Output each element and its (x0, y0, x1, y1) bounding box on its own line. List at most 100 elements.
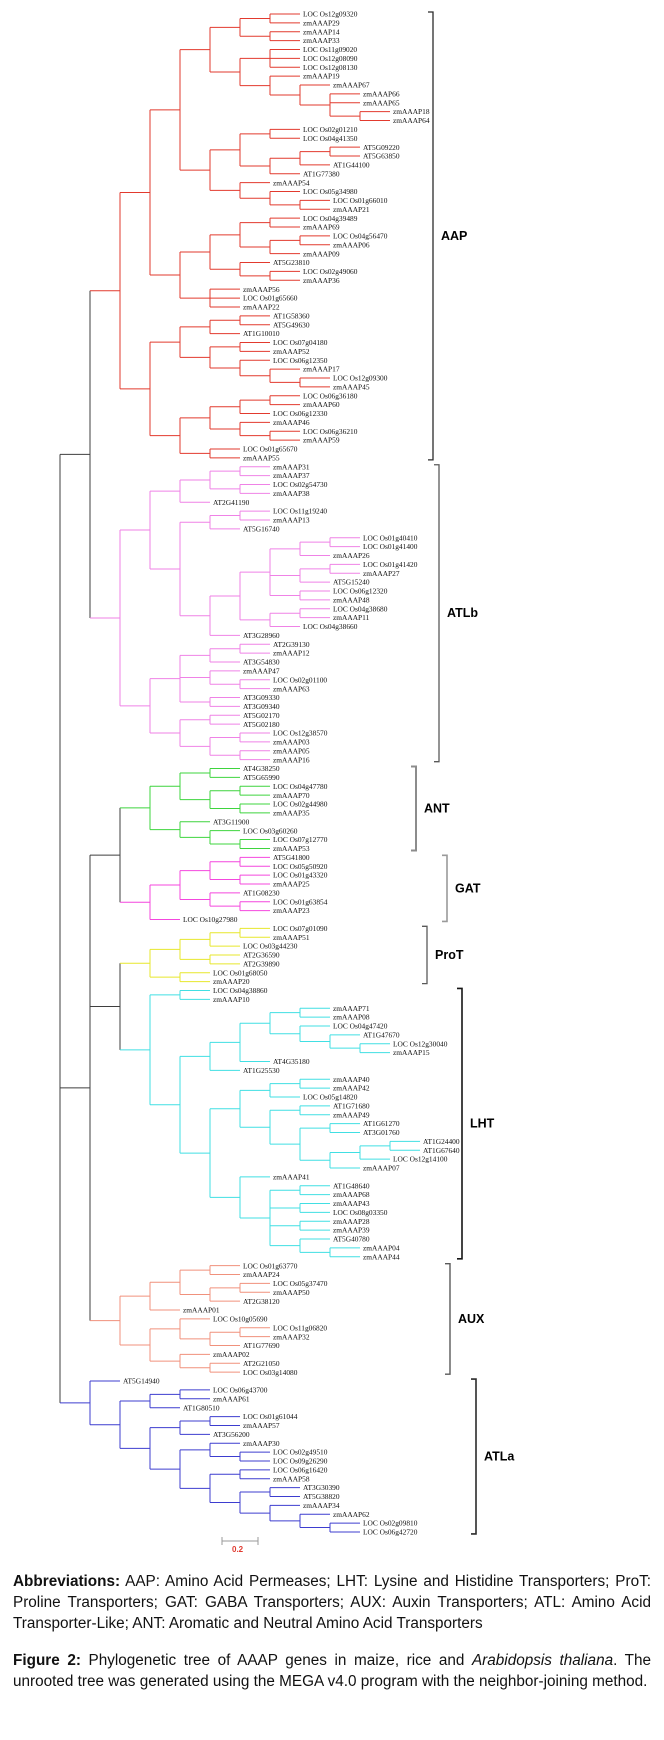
figure-text-italic: Arabidopsis thaliana (471, 1652, 614, 1670)
leaf-label: zmAAAP32 (273, 1332, 310, 1341)
leaf-label: zmAAAP29 (303, 18, 340, 27)
leaf-label: LOC Os11g19240 (273, 507, 327, 516)
leaf-label: LOC Os04g47420 (333, 1022, 388, 1031)
leaf-label: zmAAAP55 (243, 453, 280, 462)
leaf-label: zmAAAP27 (363, 569, 400, 578)
leaf-label: zmAAAP24 (243, 1270, 280, 1279)
leaf-label: AT3G01760 (363, 1128, 400, 1137)
leaf-label: AT5G41800 (273, 853, 310, 862)
leaf-label: AT5G40780 (333, 1235, 370, 1244)
leaf-label: AT5G38820 (303, 1492, 340, 1501)
leaf-label: LOC Os12g30040 (393, 1039, 448, 1048)
leaf-label: LOC Os12g08090 (303, 54, 358, 63)
leaf-label: zmAAAP21 (333, 205, 370, 214)
leaf-label: zmAAAP09 (303, 249, 340, 258)
leaf-label: AT1G44100 (333, 161, 370, 170)
leaf-label: LOC Os01g61044 (243, 1412, 298, 1421)
leaf-label: LOC Os05g37470 (273, 1279, 328, 1288)
leaf-label: AT5G23810 (273, 258, 310, 267)
leaf-label: AT5G63850 (363, 152, 400, 161)
leaf-label: AT1G47670 (363, 1030, 400, 1039)
leaf-label: zmAAAP54 (273, 178, 310, 187)
leaf-label: AT5G14940 (123, 1377, 160, 1386)
leaf-label: zmAAAP47 (243, 666, 280, 675)
figure-label: Figure 2: (13, 1652, 81, 1670)
leaf-label: zmAAAP44 (363, 1252, 400, 1261)
leaf-label: zmAAAP45 (333, 382, 370, 391)
leaf-label: zmAAAP39 (333, 1226, 370, 1235)
leaf-label: LOC Os02g54730 (273, 480, 328, 489)
clade-label-GAT: GAT (455, 881, 481, 895)
leaf-label: LOC Os08g03350 (333, 1208, 388, 1217)
leaf-label: LOC Os06g12320 (333, 587, 388, 596)
phylogenetic-tree-figure: LOC Os12g09320 zmAAAP29 zmAAAP14 zmAAAP33 LO… (59, 9, 516, 1554)
leaf-label: zmAAAP60 (303, 400, 340, 409)
leaf-label: LOC Os07g12770 (273, 835, 328, 844)
abbreviations-text: AAP: Amino Acid Permeases; LHT: Lysine a… (13, 1573, 651, 1632)
clade-bracket-ANT (411, 765, 417, 852)
leaf-label: AT3G30390 (303, 1483, 340, 1492)
leaf-label: zmAAAP62 (333, 1510, 370, 1519)
leaf-label: AT1G48640 (333, 1181, 370, 1190)
leaf-label: LOC Os04g56470 (333, 232, 388, 241)
clade-label-ProT: ProT (435, 948, 464, 962)
leaf-label: LOC Os01g40410 (363, 533, 418, 542)
tree-svg: LOC Os12g09320zmAAAP29zmAAAP14zmAAAP33LO… (59, 10, 515, 1554)
leaf-label: LOC Os10g05690 (213, 1315, 268, 1324)
leaf-label: LOC Os01g66010 (333, 196, 388, 205)
leaf-label: LOC Os01g68050 (213, 968, 268, 977)
leaf-label: zmAAAP52 (273, 347, 310, 356)
leaf-label: AT3G11900 (213, 817, 250, 826)
leaf-label: LOC Os06g36210 (303, 427, 358, 436)
clade-bracket-AUX (445, 1262, 451, 1375)
leaf-label: zmAAAP31 (273, 462, 310, 471)
leaf-label: AT3G56200 (213, 1430, 250, 1439)
leaf-label: zmAAAP30 (243, 1439, 280, 1448)
clade-label-AUX: AUX (458, 1312, 485, 1326)
leaf-label: zmAAAP58 (273, 1474, 310, 1483)
leaf-label: LOC Os10g27980 (183, 915, 238, 924)
clade-label-LHT: LHT (470, 1117, 495, 1131)
leaf-label: AT5G49630 (273, 320, 310, 329)
leaf-label: LOC Os09g26290 (273, 1457, 328, 1466)
leaf-label: zmAAAP46 (273, 418, 310, 427)
leaf-label: AT2G38120 (243, 1297, 280, 1306)
leaf-label: LOC Os01g65660 (243, 294, 298, 303)
leaf-label: LOC Os06g36180 (303, 391, 358, 400)
figure-text-1: Phylogenetic tree of AAAP genes in maize… (88, 1652, 472, 1670)
clade-bracket-AAP (428, 11, 434, 461)
leaf-label: AT1G77690 (243, 1341, 280, 1350)
leaf-label: LOC Os12g08130 (303, 63, 358, 72)
leaf-label: AT1G08230 (243, 888, 280, 897)
leaf-label: LOC Os11g09020 (303, 45, 357, 54)
leaf-label: zmAAAP19 (303, 72, 340, 81)
leaf-label: zmAAAP43 (333, 1199, 370, 1208)
leaf-label: AT2G41190 (213, 498, 250, 507)
clade-bracket-ATLb (434, 464, 440, 763)
leaf-label: zmAAAP53 (273, 844, 310, 853)
leaf-label: AT5G09220 (363, 143, 400, 152)
leaf-label: LOC Os06g42720 (363, 1528, 418, 1537)
leaf-label: zmAAAP12 (273, 649, 310, 658)
leaf-label: LOC Os01g63854 (273, 897, 328, 906)
leaf-label: zmAAAP04 (363, 1244, 400, 1253)
leaf-label: AT2G39890 (243, 959, 280, 968)
leaf-label: LOC Os04g38660 (303, 622, 358, 631)
leaf-label: zmAAAP66 (363, 89, 400, 98)
leaf-label: zmAAAP59 (303, 436, 340, 445)
leaf-label: zmAAAP01 (183, 1306, 220, 1315)
leaf-label: zmAAAP22 (243, 303, 280, 312)
leaf-label: zmAAAP48 (333, 595, 370, 604)
leaf-label: LOC Os04g41350 (303, 134, 358, 143)
leaf-label: LOC Os01g65670 (243, 445, 298, 454)
leaf-label: zmAAAP64 (393, 116, 430, 125)
caption: Abbreviations: AAP: Amino Acid Permeases… (0, 1566, 664, 1693)
leaf-label: zmAAAP51 (273, 933, 310, 942)
clade-bracket-LHT (457, 987, 463, 1260)
clade-label-ATLb: ATLb (447, 606, 478, 620)
leaf-label: LOC Os05g14820 (303, 1093, 358, 1102)
leaf-label: LOC Os01g41400 (363, 542, 418, 551)
leaf-label: AT2G39130 (273, 640, 310, 649)
leaf-label: zmAAAP34 (303, 1501, 340, 1510)
leaf-label: LOC Os02g01100 (273, 675, 327, 684)
